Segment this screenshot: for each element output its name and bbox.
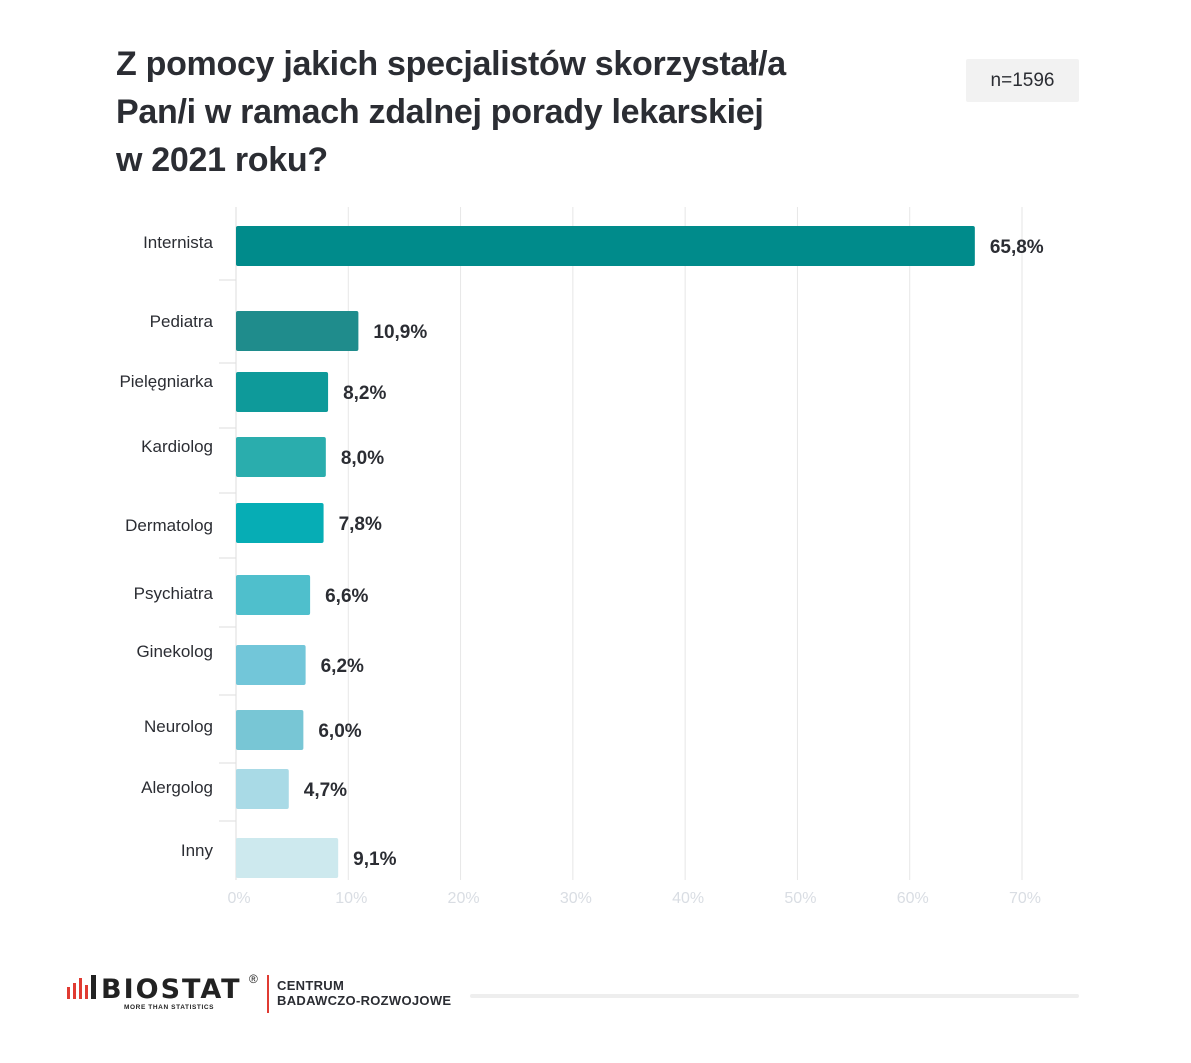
category-label: Dermatolog — [125, 516, 213, 535]
data-label: 10,9% — [373, 322, 427, 343]
data-label: 8,2% — [343, 383, 386, 404]
title-line-1: Z pomocy jakich specjalistów skorzystał/… — [116, 45, 786, 83]
chart-title: Z pomocy jakich specjalistów skorzystał/… — [116, 40, 876, 184]
bar — [236, 710, 304, 750]
bar — [236, 226, 975, 266]
data-label: 8,0% — [341, 448, 384, 469]
x-tick-label: 60% — [897, 890, 929, 907]
biostat-logo-icon — [67, 975, 96, 999]
data-label: 6,0% — [318, 721, 361, 742]
x-tick-label: 0% — [227, 890, 250, 907]
category-label: Pediatra — [150, 312, 214, 331]
data-label: 4,7% — [304, 780, 347, 801]
bar — [236, 372, 329, 412]
centrum-label: CENTRUM BADAWCZO-ROZWOJOWE — [277, 978, 451, 1008]
bar-chart: 0% 10% 20% 30% 40% 50% 60% 70% 65,8% Internista 1… — [119, 207, 1044, 907]
sample-size-label: n=1596 — [990, 69, 1055, 91]
x-tick-label: 40% — [672, 890, 704, 907]
centrum-line-1: CENTRUM — [277, 978, 345, 993]
category-label: Internista — [143, 233, 213, 252]
centrum-line-2: BADAWCZO-ROZWOJOWE — [277, 993, 452, 1008]
data-label: 6,2% — [321, 656, 364, 677]
bar — [236, 769, 289, 809]
bar — [236, 311, 359, 351]
bar — [236, 503, 324, 543]
data-label: 65,8% — [990, 237, 1044, 258]
title-line-2: Pan/i w ramach zdalnej porady lekarskiej — [116, 93, 764, 131]
bar — [236, 437, 326, 477]
sample-size-badge: n=1596 — [966, 59, 1079, 102]
brand-name: BIOSTAT — [101, 974, 242, 1005]
category-label: Pielęgniarka — [119, 372, 213, 391]
bar — [236, 575, 311, 615]
category-label: Ginekolog — [136, 642, 213, 661]
data-label: 6,6% — [325, 586, 368, 607]
x-tick-label: 30% — [560, 890, 592, 907]
x-tick-label: 70% — [1009, 890, 1041, 907]
bar — [236, 838, 339, 878]
category-label: Inny — [181, 841, 214, 860]
x-tick-label: 20% — [448, 890, 480, 907]
x-tick-label: 10% — [335, 890, 367, 907]
labels-layer: 65,8% Internista 10,9% Pediatra 8,2% Pielęgni… — [119, 233, 1043, 870]
bars-layer — [236, 226, 975, 878]
brand-tagline: MORE THAN STATISTICS — [124, 1004, 215, 1011]
category-label: Alergolog — [141, 778, 213, 797]
bar — [236, 645, 306, 685]
title-line-3: w 2021 roku? — [116, 141, 328, 179]
data-label: 9,1% — [353, 849, 396, 870]
category-label: Kardiolog — [141, 437, 213, 456]
category-label: Neurolog — [144, 717, 213, 736]
registered-mark: ® — [249, 972, 258, 986]
category-label: Psychiatra — [134, 584, 214, 603]
footer-divider — [267, 975, 269, 1013]
x-tick-label: 50% — [784, 890, 816, 907]
data-label: 7,8% — [339, 514, 382, 535]
footer-rule — [470, 994, 1079, 998]
